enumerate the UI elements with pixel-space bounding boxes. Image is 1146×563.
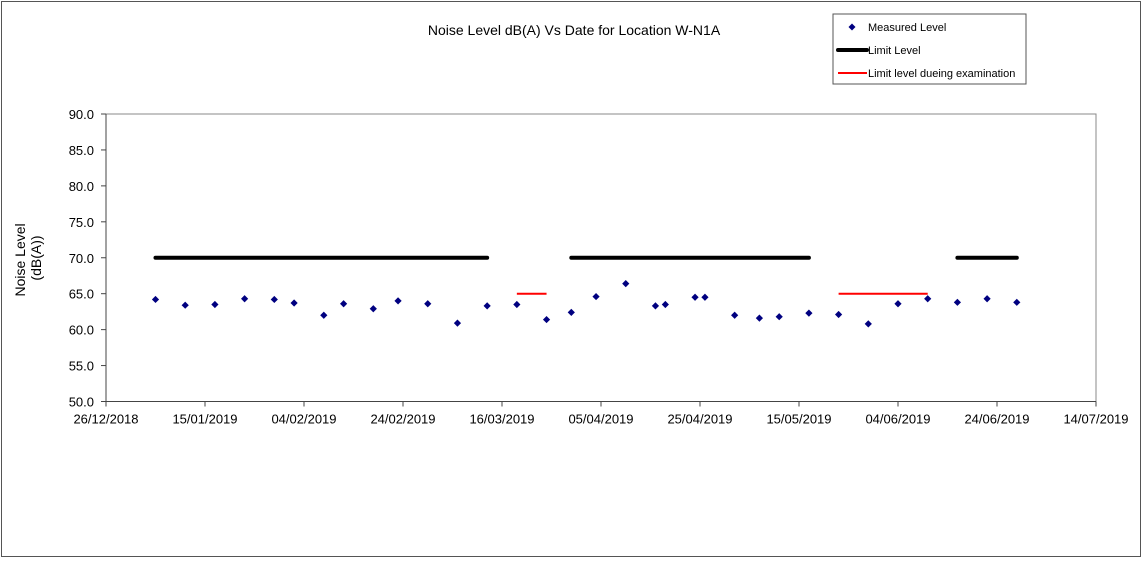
- axes: 50.0 55.0 60.0 65.0 70.0 75.0 80.0 85.0 90.0 26/1…: [69, 107, 1129, 427]
- measured-level-point: [953, 298, 961, 306]
- measured-level-point: [270, 295, 278, 304]
- measured-level-point: [691, 293, 699, 301]
- measured-level-point: [290, 299, 298, 307]
- measured-level-point: [181, 301, 189, 309]
- measured-level-point: [151, 295, 160, 304]
- y-tick-label: 70.0: [69, 251, 94, 266]
- legend-label-limit-exam: Limit level dueing examination: [868, 68, 1015, 80]
- x-tick-label: 25/04/2019: [667, 412, 732, 427]
- measured-level-point: [483, 302, 491, 310]
- y-tick-label: 80.0: [69, 179, 94, 194]
- y-tick-label: 55.0: [69, 359, 94, 374]
- measured-level-point: [567, 308, 575, 316]
- measured-level-point: [592, 292, 600, 301]
- x-tick-label: 26/12/2018: [73, 412, 138, 427]
- y-tick-label: 60.0: [69, 323, 94, 338]
- measured-level-point: [542, 315, 551, 324]
- x-tick-label: 24/02/2019: [370, 412, 435, 427]
- x-tick-label: 24/06/2019: [964, 412, 1029, 427]
- measured-level-point: [835, 310, 843, 319]
- measured-level-point: [894, 300, 902, 308]
- y-tick-label: 90.0: [69, 107, 94, 122]
- y-tick-label: 50.0: [69, 395, 94, 410]
- measured-level-point: [340, 300, 348, 308]
- measured-level-point: [394, 297, 402, 305]
- legend: Measured Level Limit Level Limit level d…: [832, 13, 1027, 85]
- measured-level-point: [1013, 298, 1021, 306]
- measured-level-point: [424, 300, 432, 308]
- x-tick-label: 04/02/2019: [271, 412, 336, 427]
- x-tick-label: 04/06/2019: [865, 412, 930, 427]
- y-tick-label: 85.0: [69, 143, 94, 158]
- measured-level-point: [211, 300, 219, 309]
- measured-level-point: [805, 309, 813, 317]
- x-tick-label: 15/01/2019: [172, 412, 237, 427]
- legend-label-limit: Limit Level: [868, 45, 921, 57]
- measured-level-point: [453, 319, 462, 327]
- measured-level-point: [369, 305, 377, 313]
- data-marks: [151, 255, 1021, 328]
- measured-level-point: [983, 295, 991, 303]
- measured-level-point: [241, 295, 249, 303]
- y-tick-label: 65.0: [69, 287, 94, 302]
- y-axis-label-line1: Noise Level: [12, 223, 28, 296]
- measured-level-point: [622, 280, 630, 288]
- measured-level-point: [661, 300, 669, 309]
- measured-level-point: [701, 293, 709, 301]
- chart-title: Noise Level dB(A) Vs Date for Location W…: [428, 22, 721, 38]
- y-axis-label: Noise Level (dB(A)): [12, 219, 44, 296]
- measured-level-point: [775, 313, 783, 321]
- measured-level-point: [864, 320, 872, 328]
- y-tick-label: 75.0: [69, 215, 94, 230]
- y-axis-label-line2: (dB(A)): [28, 235, 44, 280]
- x-tick-label: 05/04/2019: [568, 412, 633, 427]
- measured-level-point: [320, 311, 328, 319]
- x-tick-label: 16/03/2019: [469, 412, 534, 427]
- measured-level-point: [755, 314, 763, 322]
- legend-label-measured: Measured Level: [868, 22, 946, 34]
- legend-marker-measured: [848, 23, 856, 31]
- x-tick-label: 14/07/2019: [1063, 412, 1128, 427]
- x-tick-label: 15/05/2019: [766, 412, 831, 427]
- measured-level-point: [651, 302, 660, 310]
- measured-level-point: [731, 311, 739, 319]
- measured-level-point: [924, 295, 932, 303]
- measured-level-point: [513, 300, 521, 309]
